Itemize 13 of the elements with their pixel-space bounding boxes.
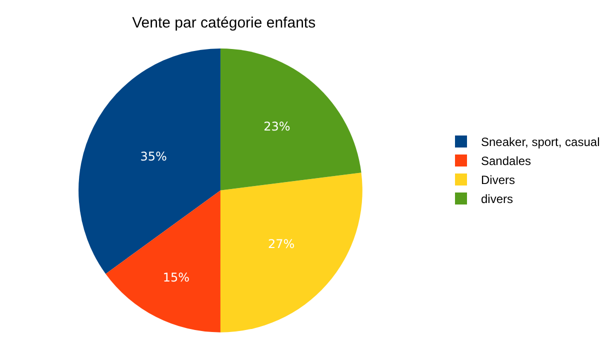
pie-slice — [220, 172, 362, 332]
legend-label: Sandales — [481, 154, 532, 168]
chart-title: Vente par catégorie enfants — [132, 14, 316, 32]
data-label: 23% — [264, 119, 290, 134]
legend-label: divers — [481, 192, 514, 206]
pie-slice — [106, 190, 220, 332]
legend-label: Divers — [481, 173, 516, 188]
data-label: 35% — [140, 149, 167, 164]
pie-slice — [220, 48, 362, 190]
legend-label: Sneaker, sport, casual — [481, 135, 600, 150]
data-label: 15% — [162, 270, 190, 284]
pie-slice — [78, 48, 220, 274]
data-label: 27% — [268, 237, 295, 252]
